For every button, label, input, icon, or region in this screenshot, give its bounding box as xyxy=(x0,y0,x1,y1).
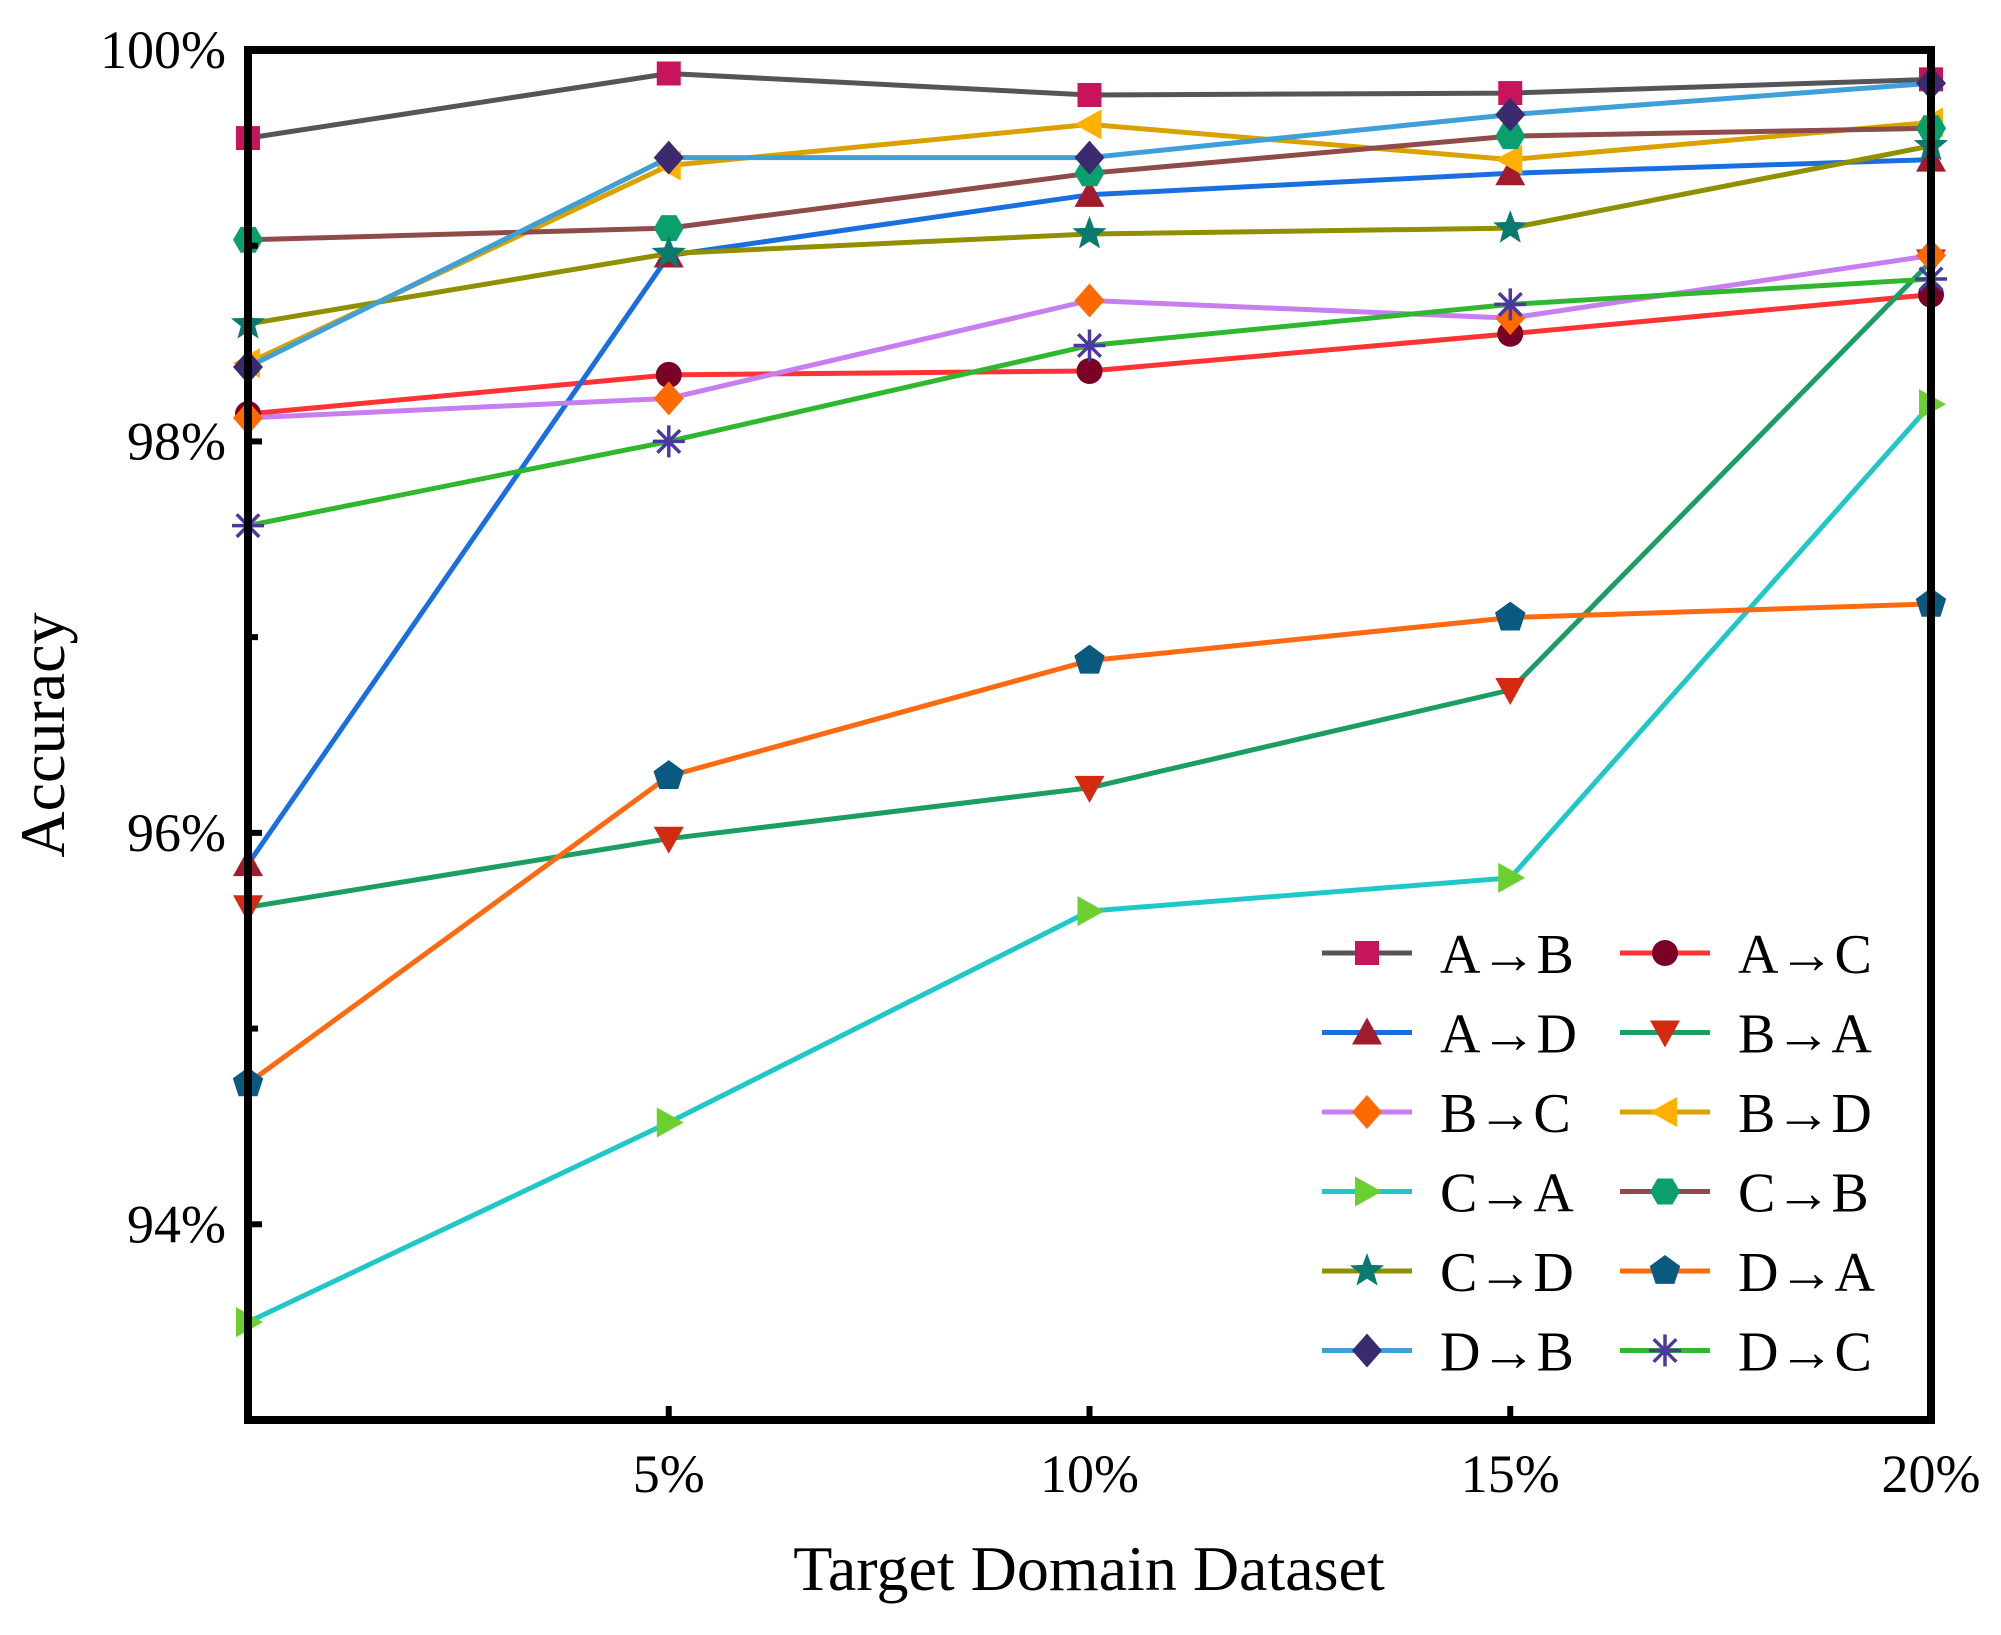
data-point-c-to-b-1 xyxy=(653,215,684,242)
data-point-b-to-d-2 xyxy=(1074,109,1102,140)
data-point-c-to-b-3 xyxy=(1495,123,1526,150)
data-point-d-to-b-1 xyxy=(653,140,684,175)
legend-item-d-to-c: D→C xyxy=(1620,1322,1872,1384)
y-tick-label-3: 100% xyxy=(100,20,226,80)
data-point-d-to-b-3 xyxy=(1495,97,1526,132)
data-point-c-to-a-2 xyxy=(1077,896,1105,927)
y-tick-label-1: 96% xyxy=(127,803,226,863)
data-point-b-to-d-3 xyxy=(1495,144,1523,175)
legend-marker-d-to-b xyxy=(1352,1333,1382,1368)
ticks-layer: 94% 96% 98% 100% 5% 10% 15% 20% xyxy=(100,20,1980,1504)
legend-marker-b-to-c xyxy=(1352,1095,1382,1129)
legend-marker-c-to-d xyxy=(1349,1253,1385,1286)
legend-label-c-to-a: C→A xyxy=(1440,1163,1574,1225)
data-point-d-to-a-1 xyxy=(653,760,684,789)
x-tick-label-1: 10% xyxy=(1040,1444,1139,1504)
x-tick-label-3: 20% xyxy=(1882,1444,1981,1504)
series-a-to-b xyxy=(236,61,1943,151)
legend-item-a-to-d: A→D xyxy=(1322,1004,1577,1066)
data-point-a-to-c-2 xyxy=(1076,357,1103,384)
series-d-to-a xyxy=(232,587,1947,1097)
legend-marker-d-to-c xyxy=(1649,1334,1681,1367)
data-point-b-to-c-2 xyxy=(1074,283,1105,318)
legend-label-a-to-d: A→D xyxy=(1440,1004,1577,1066)
data-point-c-to-a-3 xyxy=(1498,862,1526,893)
legend-marker-b-to-d xyxy=(1650,1097,1677,1127)
legend-marker-a-to-c xyxy=(1652,940,1678,966)
legend-label-b-to-d: B→D xyxy=(1738,1083,1872,1145)
data-point-a-to-b-1 xyxy=(656,61,681,86)
data-point-d-to-b-2 xyxy=(1074,140,1105,175)
legend-label-d-to-c: D→C xyxy=(1738,1322,1872,1384)
data-point-b-to-a-3 xyxy=(1495,677,1526,705)
series-line-d-to-a xyxy=(246,601,1932,1086)
series-line-c-to-a xyxy=(246,402,1933,1325)
legend-item-c-to-a: C→A xyxy=(1322,1163,1574,1225)
data-point-c-to-a-1 xyxy=(656,1107,684,1138)
series-c-to-a xyxy=(236,389,1946,1338)
legend-label-b-to-a: B→A xyxy=(1738,1004,1872,1066)
legend-marker-a-to-b xyxy=(1355,941,1379,965)
x-tick-label-2: 15% xyxy=(1461,1444,1560,1504)
x-axis-title: Target Domain Dataset xyxy=(793,1533,1385,1604)
legend-label-b-to-c: B→C xyxy=(1440,1083,1571,1145)
data-point-b-to-a-2 xyxy=(1074,775,1105,803)
legend-item-b-to-c: B→C xyxy=(1322,1083,1571,1145)
data-point-c-to-d-1 xyxy=(651,235,686,269)
legend-label-c-to-d: C→D xyxy=(1440,1242,1574,1304)
data-point-a-to-b-2 xyxy=(1077,83,1102,108)
data-point-c-to-d-3 xyxy=(1493,210,1528,243)
data-point-d-to-c-3 xyxy=(1494,288,1527,321)
legend-marker-a-to-d xyxy=(1352,1017,1382,1045)
y-axis-title: Accuracy xyxy=(7,612,78,857)
legend-item-b-to-d: B→D xyxy=(1620,1083,1872,1145)
series-line-a-to-d xyxy=(245,157,1932,866)
data-point-d-to-a-3 xyxy=(1495,601,1526,631)
data-point-a-to-c-1 xyxy=(655,361,682,388)
data-point-d-to-c-1 xyxy=(652,425,685,458)
data-point-d-to-c-2 xyxy=(1073,329,1106,362)
series-layer xyxy=(230,61,1949,1338)
data-point-a-to-d-2 xyxy=(1074,179,1105,207)
y-tick-label-2: 98% xyxy=(127,411,226,471)
data-point-a-to-d-3 xyxy=(1495,158,1526,186)
legend-item-c-to-d: C→D xyxy=(1322,1242,1574,1304)
legend-item-c-to-b: C→B xyxy=(1620,1163,1869,1225)
legend-marker-c-to-a xyxy=(1355,1176,1382,1207)
x-tick-label-0: 5% xyxy=(633,1444,705,1504)
legend: A→B A→C A→D B→A B→C B→D C→A C→B C→D D→A D→B D→C xyxy=(1322,924,1875,1384)
legend-item-d-to-b: D→B xyxy=(1322,1322,1574,1384)
plot-frame xyxy=(244,46,1935,1424)
data-point-d-to-a-2 xyxy=(1074,644,1105,674)
legend-item-d-to-a: D→A xyxy=(1620,1242,1875,1304)
legend-label-d-to-b: D→B xyxy=(1440,1322,1574,1384)
legend-label-a-to-b: A→B xyxy=(1440,924,1574,986)
legend-label-c-to-b: C→B xyxy=(1738,1163,1869,1225)
legend-item-a-to-b: A→B xyxy=(1322,924,1574,986)
data-point-b-to-a-1 xyxy=(653,826,684,854)
legend-item-a-to-c: A→C xyxy=(1620,924,1872,986)
y-tick-label-0: 94% xyxy=(127,1194,226,1254)
legend-marker-d-to-a xyxy=(1649,1255,1681,1284)
series-d-to-b xyxy=(233,66,1946,385)
data-point-c-to-d-2 xyxy=(1072,216,1107,249)
legend-label-a-to-c: A→C xyxy=(1738,924,1872,986)
legend-label-d-to-a: D→A xyxy=(1738,1242,1875,1304)
legend-marker-b-to-a xyxy=(1650,1020,1680,1048)
legend-marker-c-to-b xyxy=(1650,1178,1680,1205)
legend-item-b-to-a: B→A xyxy=(1620,1004,1872,1066)
data-point-b-to-c-1 xyxy=(653,381,684,416)
